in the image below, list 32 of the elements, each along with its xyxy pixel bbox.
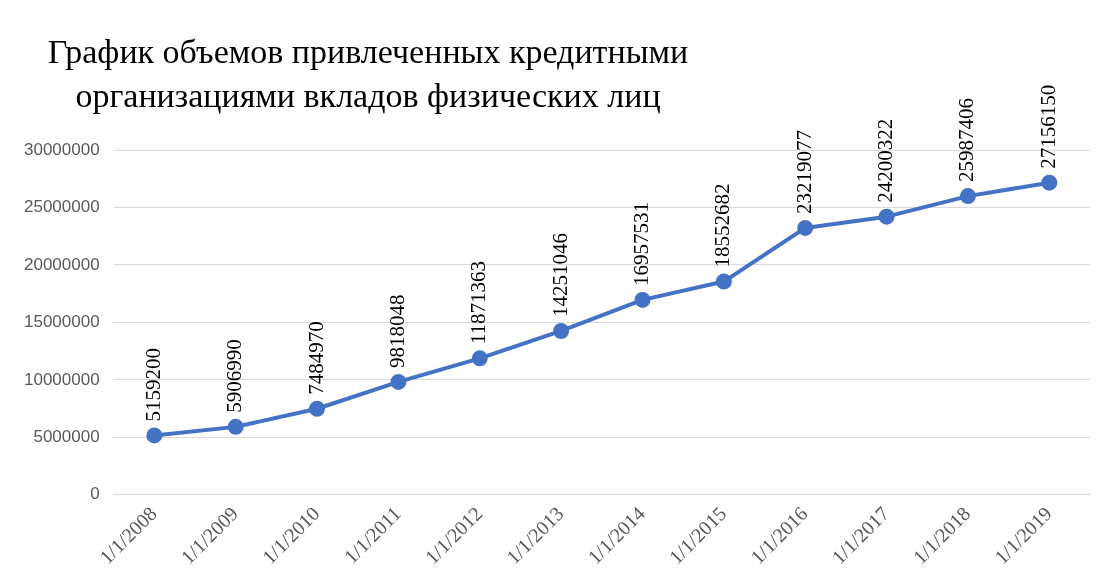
data-label: 9818048 — [384, 294, 409, 368]
data-label: 23219077 — [791, 129, 816, 214]
point — [471, 350, 488, 367]
point — [634, 291, 651, 308]
point — [390, 373, 407, 390]
data-label: 11871363 — [466, 261, 491, 345]
y-tick-label: 25000000 — [24, 197, 100, 217]
point — [553, 322, 570, 339]
data-label: 25987406 — [954, 98, 979, 183]
point — [227, 418, 244, 435]
data-label: 16957531 — [629, 201, 654, 286]
data-label: 5906990 — [222, 339, 247, 413]
y-tick-label: 15000000 — [24, 312, 100, 332]
data-label: 27156150 — [1035, 84, 1060, 169]
point — [309, 400, 326, 417]
data-label: 14251046 — [547, 232, 572, 317]
point — [878, 208, 895, 225]
data-label: 7484970 — [303, 321, 328, 395]
point — [959, 188, 976, 205]
point — [1041, 174, 1058, 191]
y-tick-label: 30000000 — [24, 139, 100, 159]
data-label: 18552682 — [710, 183, 735, 268]
point — [146, 427, 163, 444]
chart-title: График объемов привлеченных кредитными организациями вкладов физических лиц — [46, 32, 690, 116]
y-tick-label: 10000000 — [24, 369, 100, 389]
y-tick-label: 5000000 — [33, 426, 100, 446]
data-label: 24200322 — [873, 118, 898, 203]
y-tick-label: 20000000 — [24, 254, 100, 274]
data-label: 5159200 — [140, 347, 165, 422]
y-tick-label: 0 — [90, 484, 100, 504]
point — [797, 219, 814, 236]
point — [715, 273, 732, 290]
